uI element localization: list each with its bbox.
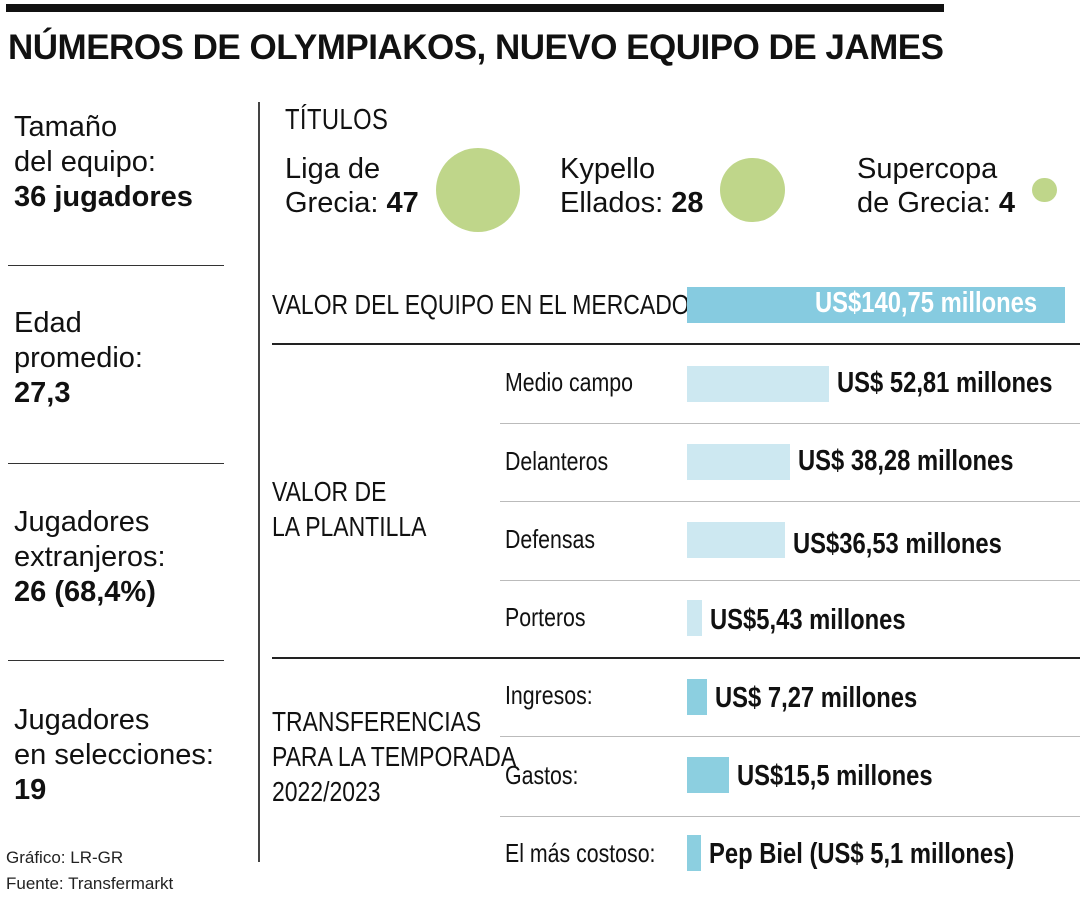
section-title-line: TRANSFERENCIAS — [272, 706, 482, 737]
transfers-label: TRANSFERENCIAS PARA LA TEMPORADA 2022/20… — [272, 704, 516, 809]
bar-income — [687, 679, 707, 715]
footer-source: Fuente: Transfermarkt — [6, 874, 174, 893]
title-label-line: Kypello — [560, 153, 656, 185]
row-divider — [500, 423, 1080, 424]
category-label: Ingresos: — [505, 680, 593, 710]
bar-forwards — [687, 444, 790, 480]
section-title-line: 2022/2023 — [272, 776, 381, 807]
bar-label-most-expensive: Pep Biel (US$ 5,1 millones) — [708, 838, 1015, 870]
page-title: NÚMEROS DE OLYMPIAKOS, NUEVO EQUIPO DE J… — [8, 28, 944, 67]
divider — [8, 265, 224, 266]
stat-label: Tamaño — [14, 111, 118, 143]
category-label: Porteros — [505, 602, 586, 632]
title-count: 28 — [671, 187, 704, 219]
bar-midfield — [687, 366, 829, 402]
title-label-line: Ellados: — [560, 187, 664, 219]
stat-value: 26 (68,4%) — [14, 576, 156, 608]
stat-label: extranjeros: — [14, 541, 166, 573]
row-divider — [500, 736, 1080, 737]
section-title-line: VALOR DE — [272, 476, 387, 507]
market-value-label: VALOR DEL EQUIPO EN EL MERCADO — [272, 289, 690, 320]
stat-label: Edad — [14, 307, 82, 339]
stat-label: Jugadores — [14, 704, 150, 736]
title-label-line: Supercopa — [857, 153, 998, 185]
footer-credit: Gráfico: LR-GR — [6, 848, 124, 867]
bar-label-defenders: US$36,53 millones — [793, 528, 1002, 560]
divider — [8, 463, 224, 464]
bar-expenses — [687, 757, 729, 793]
category-label: Defensas — [505, 524, 596, 554]
category-label: Medio campo — [505, 367, 633, 397]
bar-goalkeepers — [687, 600, 702, 636]
top-rule — [6, 4, 944, 12]
bar-label-market-value: US$140,75 millones — [815, 287, 1038, 319]
bar-market-value — [687, 287, 1065, 323]
title-circle-kypello — [720, 157, 785, 223]
bar-most-expensive — [687, 835, 701, 871]
title-liga-label: Liga de Grecia: 47 — [285, 152, 419, 220]
stat-label: promedio: — [14, 342, 143, 374]
stat-average-age: Edad promedio: 27,3 — [14, 306, 143, 411]
bar-label-midfield: US$ 52,81 millones — [836, 367, 1053, 399]
row-divider — [500, 501, 1080, 502]
stat-value: 27,3 — [14, 377, 71, 409]
titles-heading: TÍTULOS — [285, 104, 389, 136]
title-count: 4 — [998, 187, 1015, 219]
title-label-line: Liga de — [285, 153, 381, 185]
category-label: El más costoso: — [505, 838, 656, 868]
category-label: Delanteros — [505, 446, 609, 476]
title-supercopa-label: Supercopa de Grecia: 4 — [857, 152, 1015, 220]
title-label-line: Grecia: — [285, 187, 379, 219]
section-title-line: PARA LA TEMPORADA — [272, 741, 517, 772]
bar-defenders — [687, 522, 786, 558]
section-divider — [272, 343, 1080, 345]
title-kypello-label: Kypello Ellados: 28 — [560, 152, 704, 220]
squad-value-label: VALOR DE LA PLANTILLA — [272, 474, 426, 544]
stat-label: en selecciones: — [14, 739, 214, 771]
stat-label: del equipo: — [14, 146, 156, 178]
column-divider — [258, 102, 260, 862]
row-divider — [500, 580, 1080, 581]
divider — [8, 660, 224, 661]
title-circle-liga — [436, 148, 520, 232]
title-label-line: de Grecia: — [857, 187, 991, 219]
row-divider — [500, 816, 1080, 817]
stat-value: 19 — [14, 774, 47, 806]
bar-label-income: US$ 7,27 millones — [714, 682, 917, 714]
stat-value: 36 jugadores — [14, 181, 193, 213]
title-circle-supercopa — [1032, 177, 1057, 203]
bar-label-expenses: US$15,5 millones — [736, 760, 933, 792]
section-divider — [272, 657, 1080, 659]
stat-national-players: Jugadores en selecciones: 19 — [14, 703, 214, 808]
section-title-line: LA PLANTILLA — [272, 511, 427, 542]
category-label: Gastos: — [505, 760, 579, 790]
bar-label-forwards: US$ 38,28 millones — [797, 445, 1014, 477]
bar-label-goalkeepers: US$5,43 millones — [709, 604, 906, 636]
stat-team-size: Tamaño del equipo: 36 jugadores — [14, 110, 193, 215]
stat-foreign-players: Jugadores extranjeros: 26 (68,4%) — [14, 505, 166, 610]
title-count: 47 — [386, 187, 419, 219]
stat-label: Jugadores — [14, 506, 150, 538]
